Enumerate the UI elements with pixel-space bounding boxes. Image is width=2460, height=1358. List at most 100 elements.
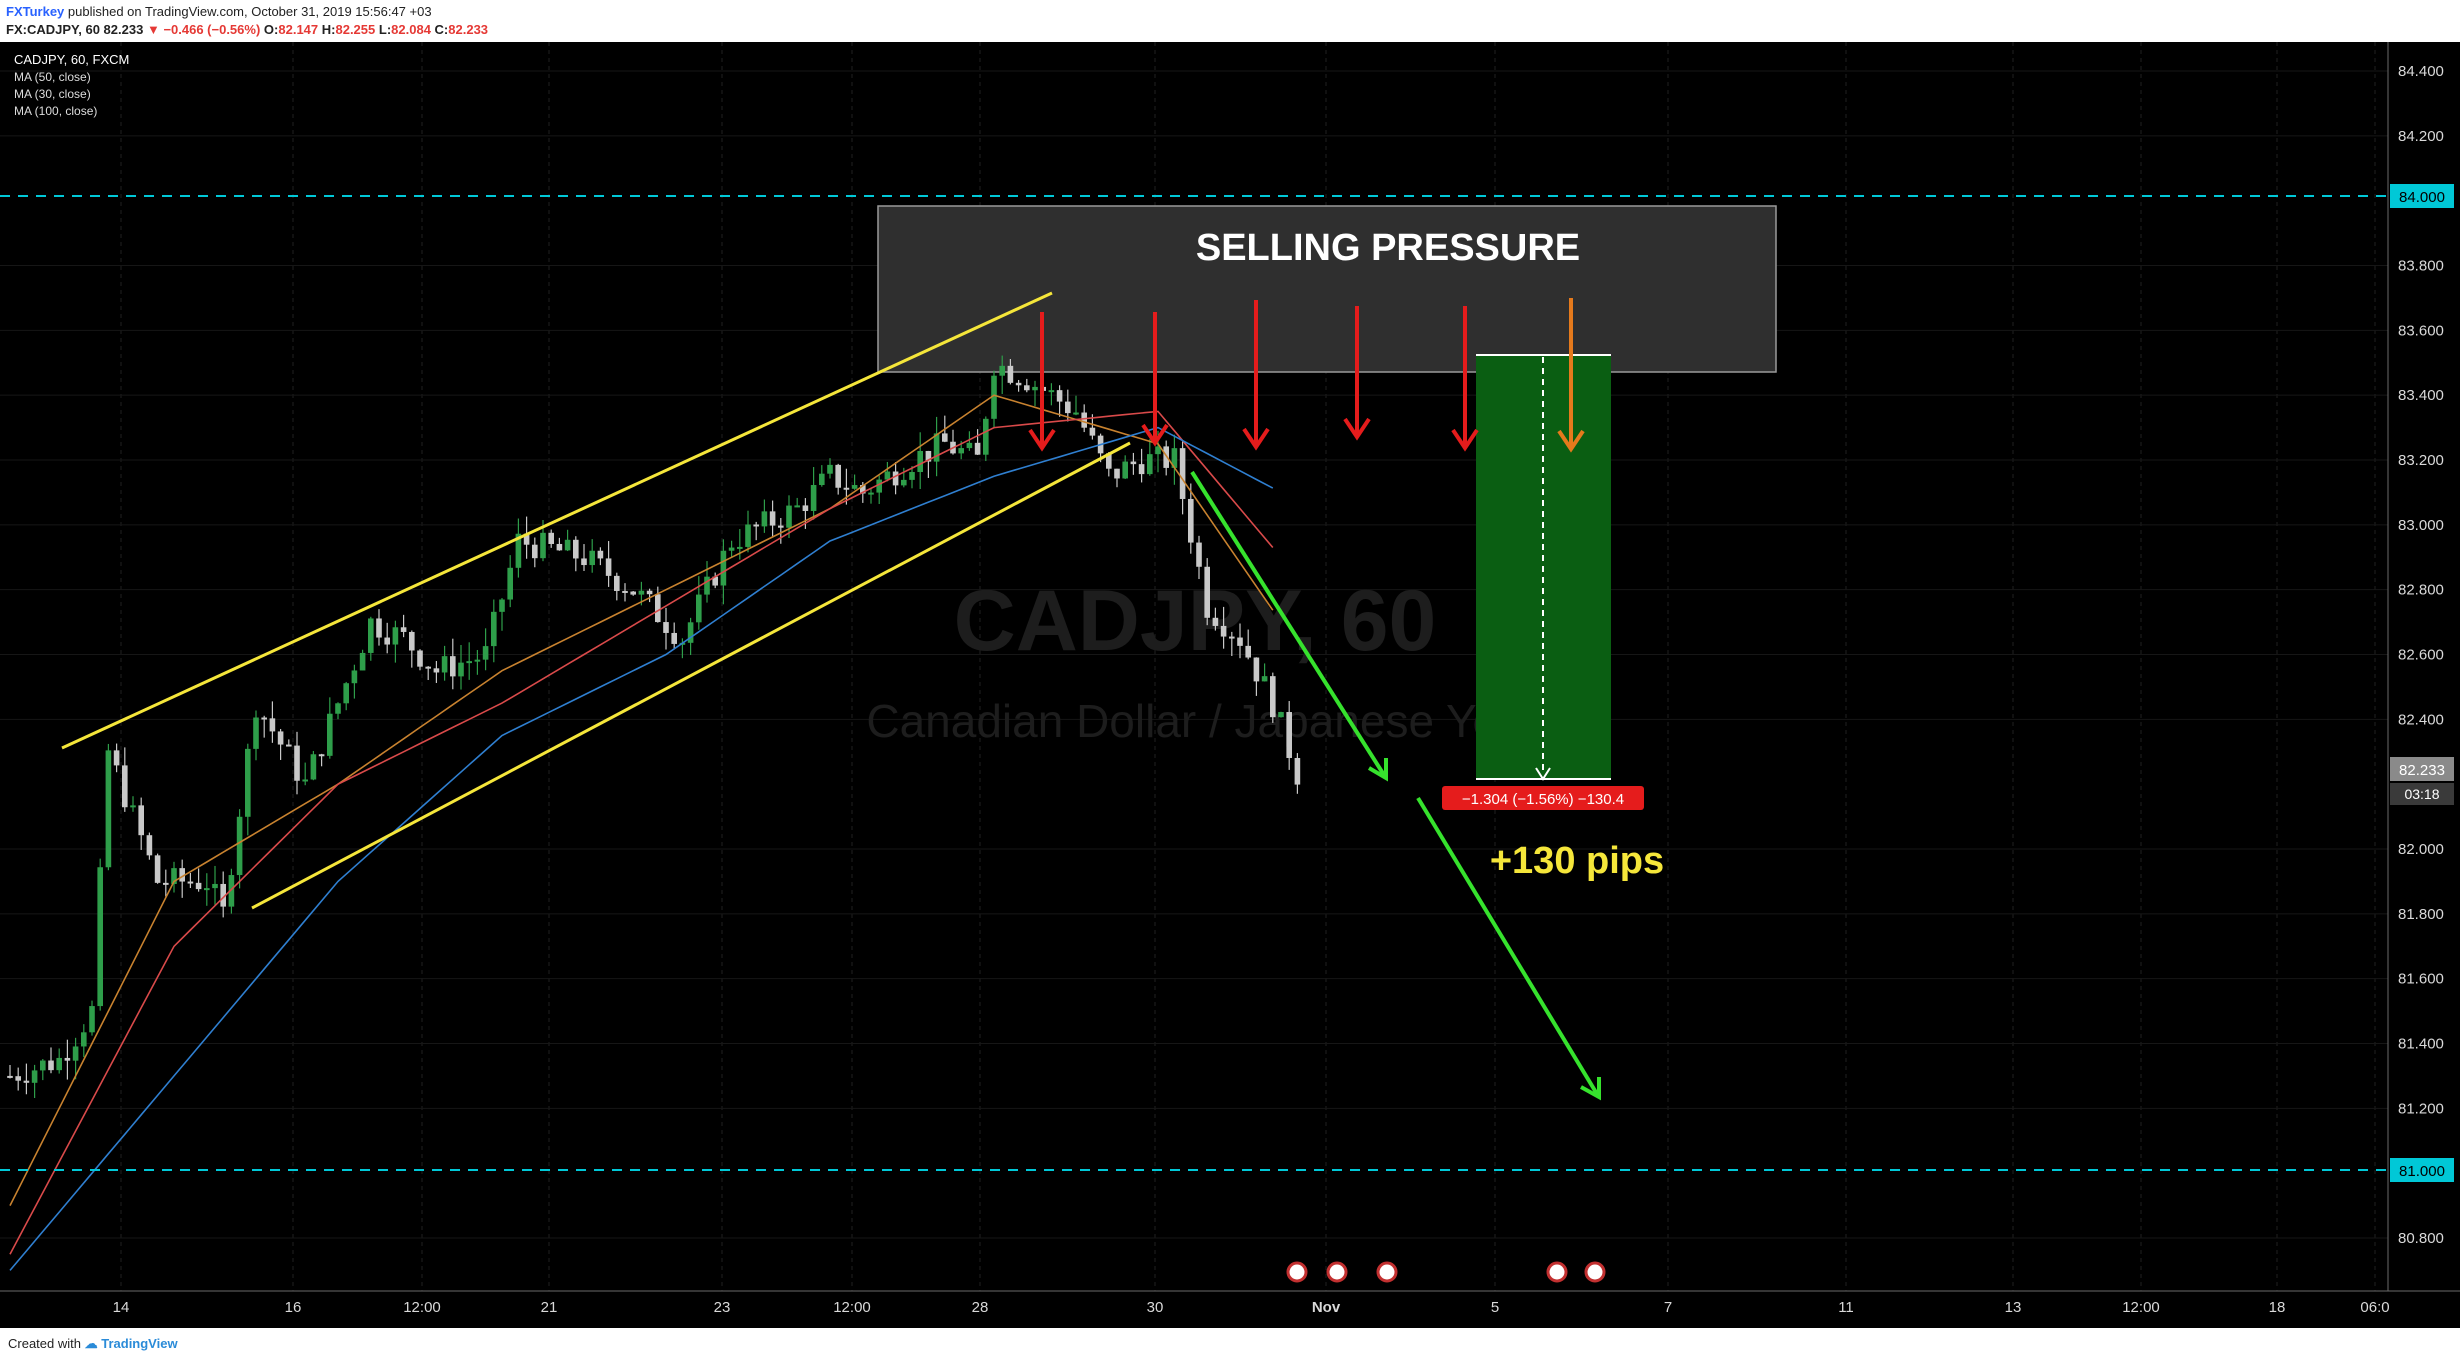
watermark: CADJPY, 60 Canadian Dollar / Japanese Ye… — [866, 573, 1523, 747]
candle-body — [163, 882, 169, 885]
change-down-icon: ▼ — [146, 22, 160, 37]
publish-line: FXTurkey published on TradingView.com, O… — [6, 4, 432, 19]
candle-body — [532, 544, 538, 559]
candle-body — [819, 473, 825, 486]
candle-body — [1147, 454, 1153, 475]
candle-body — [179, 868, 185, 882]
ma30-line — [9, 394, 1274, 1206]
red-arrow-6-head-icon — [1557, 429, 1585, 453]
candle-body — [409, 631, 415, 651]
candle-body — [1015, 382, 1022, 386]
candle-body — [392, 627, 399, 645]
open-value: 82.147 — [278, 22, 319, 37]
candle-body — [507, 567, 513, 600]
selling-pressure-label: SELLING PRESSURE — [1196, 227, 1580, 269]
time-axis[interactable]: 14 16 12:00 21 23 12:00 28 30 Nov 5 7 11 13 12:00 18 06… — [113, 1299, 2390, 1316]
price-axis[interactable]: 84.400 84.200 83.800 83.600 83.400 83.200 83.0… — [2398, 63, 2444, 1247]
candle-body — [687, 622, 694, 643]
level-high-badge — [2390, 184, 2454, 208]
candle-body — [778, 525, 784, 528]
candle-body — [884, 471, 891, 480]
candle-body — [40, 1060, 46, 1071]
symbol-label: FX:CADJPY, 60 — [6, 22, 100, 37]
candle-body — [253, 717, 259, 749]
candle-body — [851, 485, 858, 489]
candle-body — [425, 666, 431, 669]
candle-body — [441, 656, 448, 673]
candle-body — [1081, 412, 1087, 428]
x-tick-label: 18 — [2269, 1299, 2286, 1316]
y-tick-label: 81.200 — [2398, 1100, 2444, 1117]
countdown-badge — [2390, 783, 2454, 805]
candle-body — [802, 505, 809, 511]
candle-body — [1220, 625, 1227, 637]
event-markers[interactable] — [1286, 1261, 1606, 1283]
candle-body — [843, 487, 850, 490]
legend-ma30: MA (30, close) — [14, 87, 91, 101]
candle-body — [146, 835, 153, 856]
candle-body — [696, 594, 702, 623]
candle-body — [827, 464, 833, 474]
candle-body — [573, 539, 579, 559]
selling-pressure-zone[interactable] — [877, 205, 1777, 373]
author-link[interactable]: FXTurkey — [6, 4, 65, 19]
candle-body — [1229, 636, 1235, 639]
candle-body — [737, 546, 743, 549]
candle-body — [1261, 676, 1268, 682]
candle-body — [482, 646, 489, 660]
candle-body — [236, 816, 243, 876]
last-price-badge-text: 82.233 — [2399, 762, 2445, 779]
tradingview-brand[interactable]: TradingView — [101, 1336, 178, 1351]
candle-body — [876, 479, 882, 493]
x-tick-label: 30 — [1147, 1299, 1164, 1316]
watermark-ticker: CADJPY, 60 — [954, 573, 1437, 669]
candle-body — [1294, 757, 1301, 785]
y-tick-label: 83.200 — [2398, 452, 2444, 469]
candle-body — [548, 532, 554, 544]
candle-body — [384, 637, 390, 645]
candle-body — [1163, 446, 1169, 468]
candle-body — [1179, 448, 1186, 499]
green-arrow-1-head-icon — [1367, 758, 1388, 782]
open-label: O: — [263, 22, 279, 37]
candle-body — [1204, 566, 1210, 618]
candle-body — [368, 618, 374, 653]
ma50-line — [9, 410, 1274, 1255]
selling-arrows — [1028, 298, 1585, 453]
candle-body — [89, 1006, 95, 1033]
watermark-name: Canadian Dollar / Japanese Yen — [866, 695, 1523, 747]
candle-body — [1122, 461, 1128, 479]
footer: Created with ☁ TradingView — [0, 1328, 2460, 1358]
channel-upper-line[interactable] — [61, 291, 1053, 750]
candle-body — [892, 471, 899, 486]
event-marker-3 — [1376, 1261, 1398, 1283]
candle-body — [466, 661, 472, 664]
published-text: published on TradingView.com, October 31… — [67, 4, 432, 19]
candle-body — [1245, 645, 1251, 658]
change-value: −0.466 (−0.56%) — [163, 22, 261, 37]
low-value: 82.084 — [391, 22, 431, 37]
candle-body — [523, 533, 530, 545]
close-label: C: — [434, 22, 449, 37]
candle-body — [728, 547, 735, 551]
candle-body — [868, 492, 874, 495]
candle-body — [540, 532, 546, 559]
price-chart[interactable]: CADJPY, 60 Canadian Dollar / Japanese Ye… — [0, 42, 2460, 1328]
candle-body — [450, 656, 456, 677]
indicator-legend[interactable]: CADJPY, 60, FXCM MA (50, close) MA (30, … — [14, 52, 129, 118]
candle-body — [351, 670, 358, 684]
candle-body — [269, 718, 276, 732]
candle-body — [958, 448, 964, 454]
candle-body — [335, 703, 341, 714]
channel-lower-line[interactable] — [251, 441, 1131, 910]
candle-body — [154, 855, 161, 883]
candle-body — [753, 524, 759, 527]
candle-body — [81, 1032, 87, 1047]
x-tick-label: 5 — [1491, 1299, 1499, 1316]
candle-body — [474, 659, 481, 662]
candle-body — [605, 558, 612, 576]
candle-body — [909, 472, 915, 480]
candle-body — [1114, 468, 1120, 479]
x-tick-label: 16 — [285, 1299, 302, 1316]
candle-body — [1286, 712, 1292, 758]
